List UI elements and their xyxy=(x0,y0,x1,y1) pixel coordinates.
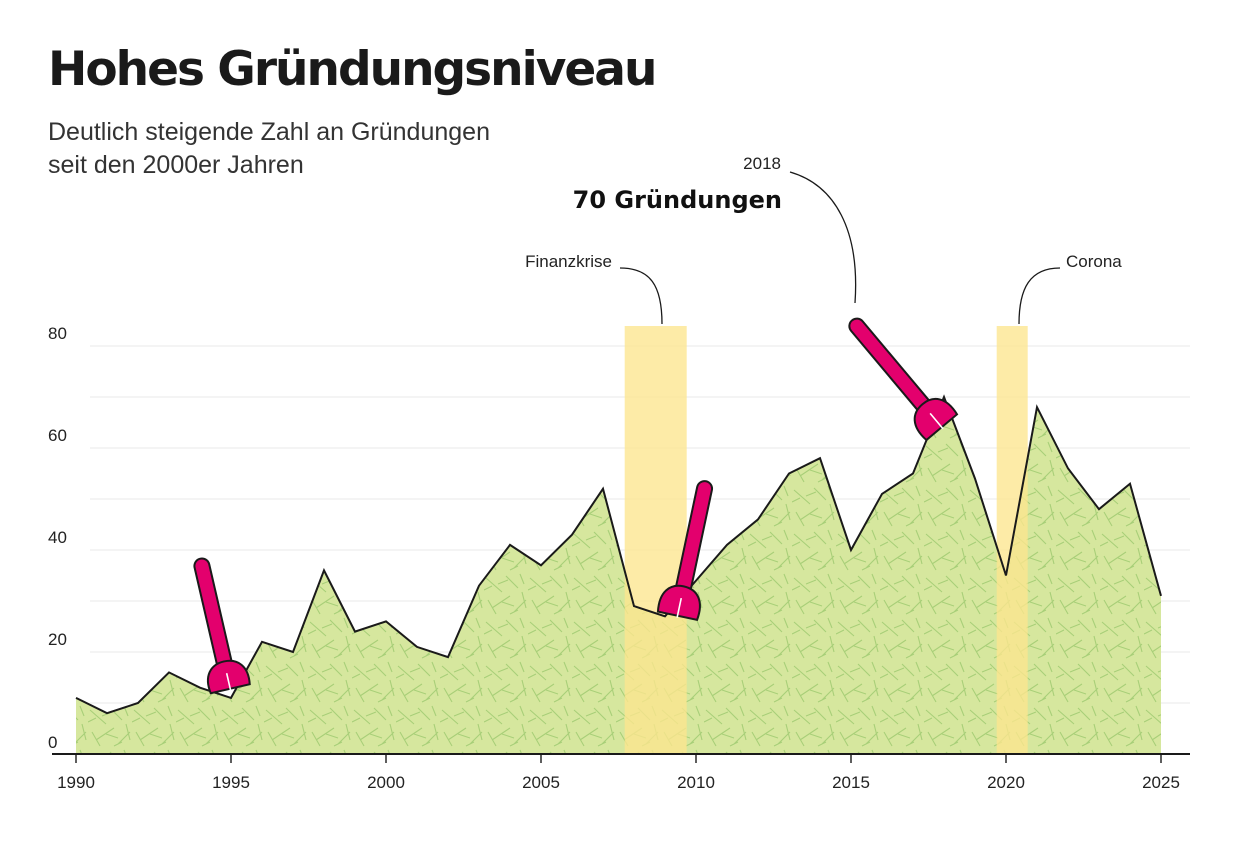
series-line xyxy=(75,394,1162,715)
band-label-corona: Corona xyxy=(1066,252,1122,271)
y-tick-label: 80 xyxy=(48,324,67,343)
leader-corona xyxy=(1018,267,1061,325)
x-tick-label: 2000 xyxy=(367,773,405,792)
shovel-icon xyxy=(656,480,714,622)
band-label-finanzkrise: Finanzkrise xyxy=(525,252,612,271)
x-tick-label: 2005 xyxy=(522,773,560,792)
x-tick-label: 1990 xyxy=(57,773,95,792)
x-tick-label: 2010 xyxy=(677,773,715,792)
y-tick-label: 40 xyxy=(48,528,67,547)
x-axis-ticks: 1990 1995 2000 2005 2010 2015 2020 2025 xyxy=(57,754,1180,792)
shovel-icon xyxy=(193,557,251,695)
x-tick-label: 2020 xyxy=(987,773,1025,792)
subtitle-line-2: seit den 2000er Jahren xyxy=(48,151,304,179)
y-axis-ticks: 0 20 40 60 80 xyxy=(48,324,67,752)
x-tick-label: 2015 xyxy=(832,773,870,792)
highlight-bands xyxy=(624,326,1028,754)
leader-finanzkrise xyxy=(619,267,663,325)
highlight-band xyxy=(624,326,687,754)
y-tick-label: 0 xyxy=(48,733,57,752)
x-tick-label: 2025 xyxy=(1142,773,1180,792)
shovel-icon xyxy=(848,317,959,442)
annotation-year: 2018 xyxy=(743,154,781,173)
x-tick-label: 1995 xyxy=(212,773,250,792)
y-tick-label: 60 xyxy=(48,426,67,445)
chart-subtitle: Deutlich steigende Zahl an Gründungen se… xyxy=(48,116,490,182)
subtitle-line-1: Deutlich steigende Zahl an Gründungen xyxy=(48,118,490,146)
annotation-value: 70 Gründungen xyxy=(573,186,782,214)
chart-title: Hohes Gründungsniveau xyxy=(48,42,657,97)
leader-2018 xyxy=(789,171,857,304)
y-tick-label: 20 xyxy=(48,630,67,649)
